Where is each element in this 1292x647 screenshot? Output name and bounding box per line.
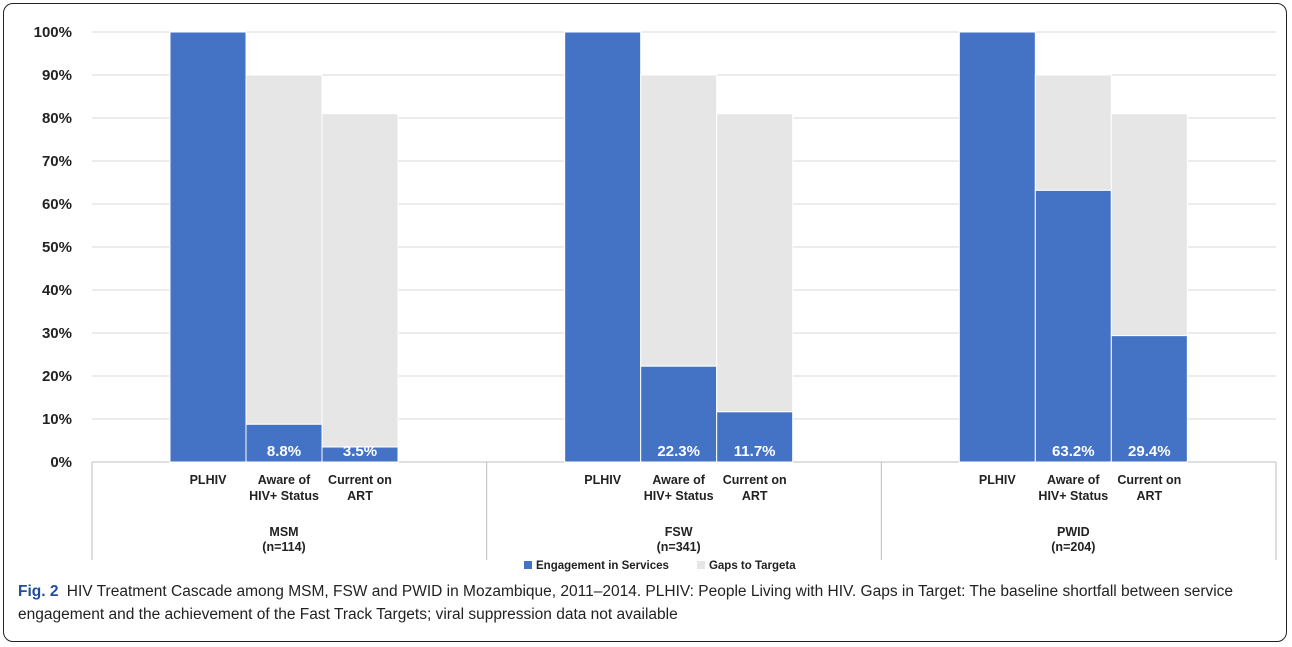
y-tick-label: 80% bbox=[42, 110, 72, 127]
x-tick-label: PLHIV bbox=[584, 473, 621, 487]
group-count-label: (n=114) bbox=[262, 540, 305, 554]
legend-label-gap: Gaps to Targeta bbox=[709, 560, 796, 572]
x-tick-label: Current on bbox=[723, 473, 787, 487]
x-tick-label: Current on bbox=[1117, 473, 1181, 487]
x-tick-label: Aware of bbox=[652, 473, 705, 487]
legend-swatch-gap bbox=[696, 561, 705, 569]
y-tick-label: 30% bbox=[42, 325, 72, 342]
group-count-label: (n=341) bbox=[657, 540, 701, 554]
x-tick-label: ART bbox=[347, 489, 373, 503]
bar-gap bbox=[321, 113, 399, 448]
data-label: 11.7% bbox=[734, 443, 776, 460]
caption-text: HIV Treatment Cascade among MSM, FSW and… bbox=[18, 583, 1234, 623]
bar-engagement bbox=[640, 365, 718, 463]
x-tick-label: HIV+ Status bbox=[249, 489, 319, 503]
x-tick-label: Aware of bbox=[1047, 473, 1100, 487]
legend-swatch-engagement bbox=[524, 561, 532, 569]
x-tick-label: ART bbox=[1136, 489, 1162, 503]
x-tick-label: PLHIV bbox=[979, 473, 1016, 487]
bar-engagement bbox=[564, 31, 642, 463]
x-tick-label: PLHIV bbox=[190, 473, 227, 487]
legend-label-engagement: Engagement in Services bbox=[536, 560, 669, 572]
data-label: 29.4% bbox=[1128, 443, 1171, 460]
data-label: 3.5% bbox=[343, 443, 377, 460]
cascade-chart: 0% 10% 20% 30% 40% 50% 60% 70% 80% 90% 100% PLHIV 8.… bbox=[34, 24, 1277, 572]
group-label: PWID bbox=[1057, 525, 1090, 539]
figure-caption: Fig. 2 HIV Treatment Cascade among MSM, … bbox=[18, 580, 1268, 626]
data-label: 63.2% bbox=[1052, 443, 1095, 460]
y-tick-label: 20% bbox=[42, 368, 72, 385]
y-tick-label: 60% bbox=[42, 196, 72, 213]
bar-gap bbox=[716, 113, 794, 413]
group-count-label: (n=204) bbox=[1051, 540, 1095, 554]
group-label: MSM bbox=[269, 525, 298, 539]
bar-gap bbox=[640, 74, 718, 367]
bar-engagement bbox=[716, 411, 794, 463]
y-tick-label: 50% bbox=[42, 239, 72, 256]
figure-label: Fig. 2 bbox=[18, 583, 59, 600]
x-tick-label: ART bbox=[742, 489, 768, 503]
bar-engagement bbox=[1034, 189, 1112, 463]
data-label: 22.3% bbox=[657, 443, 700, 460]
y-tick-label: 70% bbox=[42, 153, 72, 170]
y-tick-label: 90% bbox=[42, 67, 72, 84]
bar-engagement bbox=[245, 423, 323, 463]
y-tick-label: 0% bbox=[50, 454, 72, 471]
bar-gap bbox=[1110, 113, 1188, 337]
x-tick-label: Current on bbox=[328, 473, 392, 487]
bar-gap bbox=[1034, 74, 1112, 191]
y-tick-label: 40% bbox=[42, 282, 72, 299]
bar-gap bbox=[245, 74, 323, 425]
x-tick-label: Aware of bbox=[258, 473, 311, 487]
bar-engagement bbox=[169, 31, 247, 463]
bar-engagement bbox=[958, 31, 1036, 463]
bar-engagement bbox=[1110, 335, 1188, 463]
group-label: FSW bbox=[665, 525, 693, 539]
x-tick-label: HIV+ Status bbox=[644, 489, 714, 503]
data-label: 8.8% bbox=[267, 443, 301, 460]
y-tick-label: 10% bbox=[42, 411, 72, 428]
y-tick-label: 100% bbox=[34, 24, 72, 41]
x-tick-label: HIV+ Status bbox=[1038, 489, 1108, 503]
